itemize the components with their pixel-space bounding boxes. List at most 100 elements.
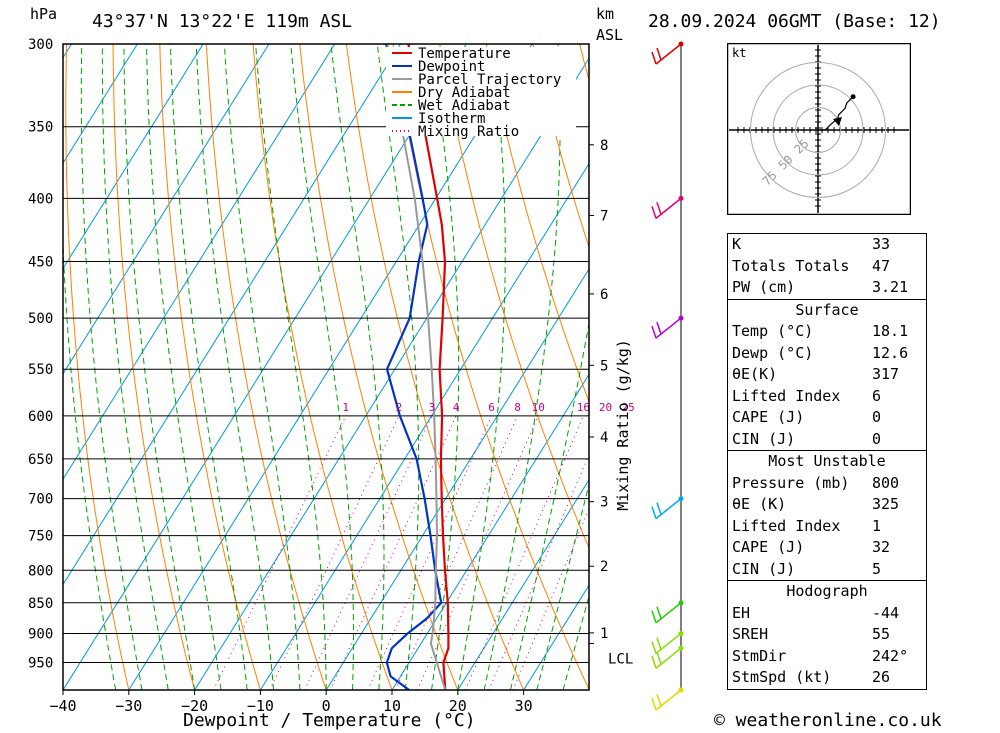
km-tick-label: LCL: [608, 652, 633, 668]
credit-link[interactable]: © weatheronline.co.uk: [714, 710, 942, 731]
index-row: StmDir 242°: [728, 646, 926, 668]
index-label: Lifted Index: [732, 386, 841, 405]
legend-label: Dry Adiabat: [418, 85, 511, 101]
km-tick-label: 1: [600, 626, 608, 642]
mixing-ratio-label: 2: [396, 401, 403, 414]
x-tick-label: 10: [383, 697, 401, 715]
km-unit-label: km: [596, 5, 615, 23]
dry-adiabat-line: [252, 44, 393, 690]
index-value: 800: [872, 473, 900, 492]
index-label: Totals Totals: [732, 256, 850, 275]
legend-label: Parcel Trajectory: [418, 72, 561, 88]
legend-label: Temperature: [418, 46, 511, 62]
index-label: CIN (J): [732, 559, 796, 578]
isotherm-line: [63, 44, 467, 690]
index-row: Dewp (°C) 12.6: [728, 343, 926, 365]
index-label: StmSpd (kt): [732, 668, 832, 686]
wet-adiabat-line: [330, 44, 385, 690]
hodograph-box: Hodograph EH -44 SREH 55 StmDir 242° StmSpd…: [727, 580, 927, 690]
x-tick-label: −30: [115, 697, 142, 715]
hodograph-endpoint: [850, 94, 856, 100]
index-label: EH: [732, 603, 751, 622]
isotherm-line: [325, 268, 589, 690]
legend-label: Wet Adiabat: [418, 98, 511, 114]
dry-adiabat-line: [532, 44, 589, 249]
isotherm-line: [63, 44, 204, 270]
wet-adiabat-line: [376, 44, 420, 690]
mixing-ratio-line: [394, 415, 519, 690]
wet-adiabat-line: [255, 44, 327, 690]
y-tick-label: 350: [28, 120, 53, 136]
wet-adiabat-line: [63, 232, 117, 690]
index-label: θE(K): [732, 365, 778, 383]
index-row: EH -44: [728, 603, 926, 625]
wind-barb-shaft: [655, 602, 682, 624]
wind-barb-flag: [656, 202, 662, 215]
most-unstable-box: Most Unstable Pressure (mb) 800 θE (K) 325…: [727, 450, 927, 580]
index-row: StmSpd (kt) 26: [728, 667, 926, 689]
wind-barb-shaft: [655, 43, 682, 65]
wind-barb-shaft: [655, 689, 682, 711]
index-value: 47: [872, 256, 891, 275]
index-label: CAPE (J): [732, 408, 805, 426]
index-label: K: [732, 235, 742, 253]
datetime-title: 28.09.2024 06GMT (Base: 12): [648, 11, 941, 32]
x-tick-label: 0: [322, 697, 331, 715]
wind-barb-shaft: [655, 317, 682, 339]
x-axis-label: Dewpoint / Temperature (°C): [183, 710, 476, 731]
wind-barb-flag: [656, 321, 662, 335]
index-value: 32: [872, 538, 891, 556]
mixing-ratio-label: 3: [429, 401, 436, 414]
index-value: 3.21: [872, 278, 909, 296]
mixing-ratio-line: [304, 415, 433, 690]
hodograph-ring: [750, 62, 886, 198]
index-value: 0: [872, 429, 882, 448]
isotherm-line: [63, 44, 270, 375]
wind-barb-flag: [651, 641, 657, 654]
mixing-ratio-label: 4: [453, 401, 460, 414]
index-row: Pressure (mb) 800: [728, 473, 926, 495]
index-value: 12.6: [872, 343, 909, 362]
km-tick-label: 4: [600, 430, 608, 446]
mixing-ratio-line: [367, 415, 492, 690]
x-tick-label: 30: [515, 697, 533, 715]
wet-adiabat-line: [101, 44, 169, 690]
index-label: Temp (°C): [732, 322, 814, 340]
wind-barb-flag: [651, 51, 657, 65]
km-tick-label: 8: [600, 138, 608, 154]
y-tick-label: 950: [28, 655, 53, 671]
hodograph-unit-label: kt: [732, 46, 746, 60]
wind-barb-shaft: [655, 632, 682, 655]
index-value: 26: [872, 668, 891, 686]
wind-barb-flag: [651, 655, 657, 669]
y-tick-label: 750: [28, 529, 53, 545]
index-row: θE(K) 317: [728, 364, 926, 386]
y-tick-label: 700: [28, 492, 53, 508]
mixing-ratio-label: 25: [621, 401, 634, 414]
index-value: 317: [872, 365, 900, 383]
mixing-ratio-label: 1: [342, 401, 349, 414]
index-row: Lifted Index 1: [728, 516, 926, 538]
index-value: 325: [872, 495, 900, 513]
wind-barb-flag: [656, 693, 662, 707]
km-tick-label: 3: [600, 495, 608, 511]
index-value: 242°: [872, 646, 909, 665]
index-row: Temp (°C) 18.1: [728, 321, 926, 343]
plot-frame: [62, 43, 590, 691]
y-tick-label: 900: [28, 626, 53, 642]
index-value: 6: [872, 386, 882, 405]
hodograph-ring: [772, 84, 864, 176]
index-row: CIN (J) 5: [728, 559, 926, 581]
index-row: K 33: [728, 234, 926, 256]
hodograph-ring: [795, 107, 841, 153]
isotherm-line: [63, 44, 401, 586]
mixing-ratio-axis-label: Mixing Ratio (g/kg): [614, 339, 632, 511]
mixing-ratio-label: 6: [488, 401, 495, 414]
y-tick-label: 850: [28, 596, 53, 612]
asl-unit-label: ASL: [596, 26, 624, 44]
wind-barb-flag: [656, 651, 662, 665]
dry-adiabat-line: [205, 44, 327, 690]
legend-box: [386, 47, 576, 136]
index-label: θE (K): [732, 495, 787, 513]
